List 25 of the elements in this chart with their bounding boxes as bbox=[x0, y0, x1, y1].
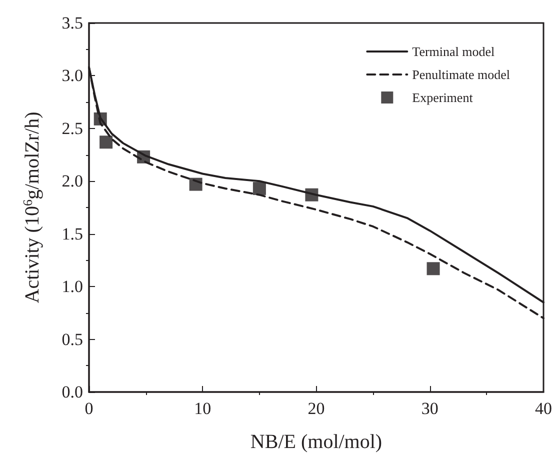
y-tick-label: 3.5 bbox=[62, 14, 83, 32]
y-tick-label: 1.0 bbox=[62, 277, 83, 296]
x-tick-label: 10 bbox=[194, 399, 212, 418]
point bbox=[305, 188, 318, 202]
y-tick-label: 1.5 bbox=[62, 224, 83, 244]
y-tick-label: 2.5 bbox=[62, 118, 83, 138]
point bbox=[100, 136, 113, 149]
point bbox=[252, 182, 266, 196]
y-tick-label: 2.0 bbox=[62, 172, 83, 191]
x-tick-label: 0 bbox=[84, 399, 94, 418]
y-tick-label: 0.0 bbox=[62, 382, 83, 402]
point bbox=[137, 150, 150, 164]
point bbox=[189, 178, 202, 191]
legend-label: Penultimate model bbox=[412, 67, 510, 82]
x-axis-title: NB/E (mol/mol) bbox=[250, 431, 382, 453]
point bbox=[94, 112, 107, 126]
x-tick-label: 40 bbox=[535, 399, 552, 418]
legend-label: Experiment bbox=[412, 90, 474, 105]
x-tick-label: 20 bbox=[308, 399, 325, 418]
y-tick-label: 3.0 bbox=[62, 66, 83, 86]
y-tick-label: 0.5 bbox=[62, 330, 83, 349]
point bbox=[426, 262, 440, 276]
legend-label: Terminal model bbox=[412, 44, 496, 59]
y-axis-title: Activity (106g/molZr/h) bbox=[20, 112, 44, 304]
x-tick-label: 30 bbox=[421, 399, 438, 418]
